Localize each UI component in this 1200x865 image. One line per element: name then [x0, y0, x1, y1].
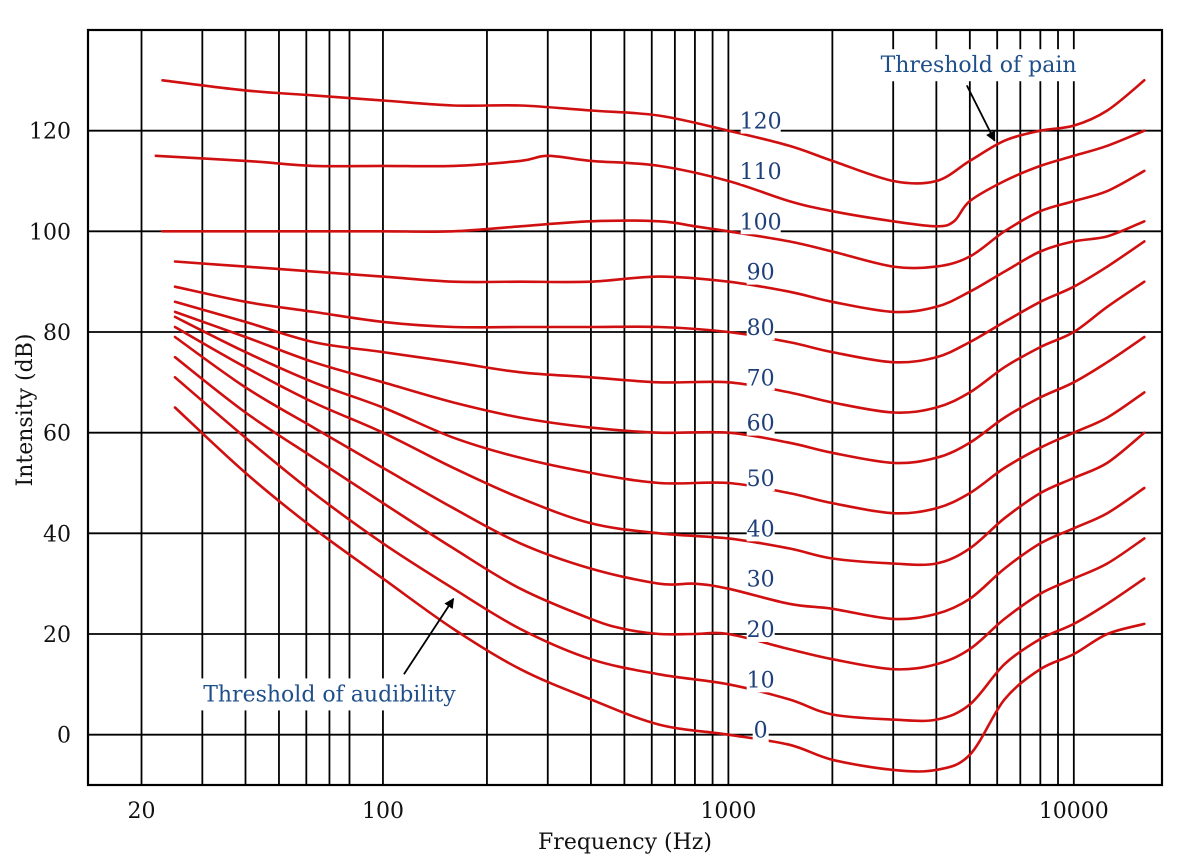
threshold-of-pain-background	[874, 49, 1083, 82]
series-line-60-phon	[173, 310, 1146, 465]
series-label: 50	[747, 467, 775, 492]
series-label-background	[746, 464, 775, 491]
series-line-40-phon	[173, 325, 1146, 567]
series-label: 20	[747, 618, 775, 643]
x-tick-label: 20	[128, 799, 156, 824]
series-line-120-phon	[161, 79, 1146, 185]
series-label: 30	[747, 568, 775, 593]
series-line-20-phon	[173, 355, 1146, 671]
series-label: 70	[747, 366, 775, 391]
y-tick-label: 40	[43, 522, 71, 547]
y-tick-label: 100	[29, 220, 71, 245]
series-line-100-phon	[161, 169, 1146, 270]
series-label: 60	[747, 412, 775, 437]
series-label-background	[752, 716, 769, 743]
series-label: 10	[747, 668, 775, 693]
y-tick-label: 60	[43, 422, 71, 447]
series-label: 80	[747, 316, 775, 341]
y-tick-label: 0	[57, 724, 71, 749]
plot-frame	[86, 28, 1164, 787]
series-label-background	[746, 565, 775, 592]
series-label: 0	[754, 719, 768, 744]
series-label: 110	[740, 160, 782, 185]
series-label: 40	[747, 517, 775, 542]
series-label-background	[746, 258, 775, 285]
y-tick-labels: 0 20 40 60 80 100 120	[29, 120, 71, 749]
y-tick-label: 120	[29, 120, 71, 145]
x-tick-label: 1000	[700, 799, 756, 824]
x-axis-label: Frequency (Hz)	[538, 830, 712, 855]
y-tick-label: 80	[43, 321, 71, 346]
series-label: 90	[747, 261, 775, 286]
threshold-of-audibility-background	[191, 678, 468, 711]
threshold-of-pain-label: Threshold of pain	[881, 53, 1077, 78]
y-tick-label: 20	[43, 623, 71, 648]
threshold-of-audibility-label: Threshold of audibility	[203, 682, 456, 707]
series-label-background	[746, 666, 775, 693]
series-label-background	[740, 208, 781, 235]
series-line-90-phon	[173, 220, 1146, 314]
series-labels: 0 10 20 30 40 50 60 70 80 90 100 110 120	[740, 107, 782, 744]
series-label-background	[746, 313, 775, 340]
x-tick-labels: 20 100 1000 10000	[128, 799, 1109, 824]
x-tick-label: 10000	[1039, 799, 1109, 824]
series-label: 120	[740, 110, 782, 135]
series-label: 100	[740, 210, 782, 235]
y-axis-label: Intensity (dB)	[13, 334, 38, 487]
threshold-of-pain-arrow	[966, 84, 996, 142]
series-label-background	[746, 515, 775, 542]
series-line-30-phon	[173, 335, 1146, 621]
series-line-110-phon	[154, 129, 1146, 228]
threshold-of-audibility-arrow	[403, 597, 455, 675]
series-label-background	[746, 364, 775, 391]
annotations: Threshold of pain Threshold of audibility	[191, 49, 1083, 711]
series-label-background	[746, 409, 775, 436]
x-tick-label: 100	[362, 799, 404, 824]
series-label-background	[740, 157, 781, 184]
series-label-background	[740, 107, 781, 134]
series-label-background	[746, 615, 775, 642]
